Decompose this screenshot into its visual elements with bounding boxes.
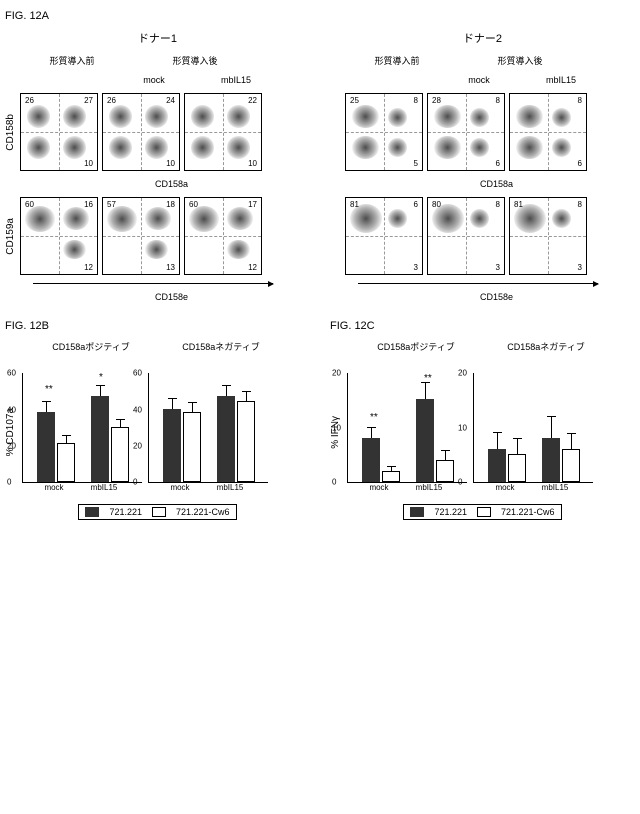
plot-d2-r1-pre: 25 8 5 [345,93,423,171]
y-cd159a: CD159a [5,218,16,255]
bar-title-neg-c: CD158aネガティブ [486,340,606,353]
plot-d2-r2-pre: 81 6 3 [345,197,423,275]
fig-12b-label: FIG. 12B [5,320,310,332]
fig-12a-label: FIG. 12A [5,10,310,22]
bar-ylabel-c: % IFNγ [330,416,341,449]
col-headers-d1: 形質導入前 形質導入後 [33,54,310,67]
scatter-row1-d2: 25 8 5 28 8 6 8 6 [330,93,635,171]
y-cd158b: CD158b [5,114,16,151]
plot-d2-r1-mock: 28 8 6 [427,93,505,171]
scatter-row2-d2: 81 6 3 80 8 3 81 8 3 [330,197,635,275]
left-panel: FIG. 12A ドナー1 形質導入前 形質導入後 mock mbIL15 CD… [5,10,310,804]
scatter-row1-d1: CD158b 26 27 10 26 24 10 [5,93,310,171]
col-mock: mock [115,75,193,85]
plot-d2-r2-mock: 80 8 3 [427,197,505,275]
swatch-filled-icon [85,507,99,517]
plot-d2-r2-mbil15: 81 8 3 [509,197,587,275]
xaxis-cd158e-d2: CD158e [358,292,635,302]
bar-chart-c-pos: 0 10 20 ** ** mockmbIL15 [347,373,467,492]
plot-d1-r2-pre: 60 16 12 [20,197,98,275]
donor1-label: ドナー1 [138,30,177,46]
swatch-open-icon [152,507,166,517]
bar-chart-c-neg: 0 10 20 mockmbIL15 [473,373,593,492]
fig-12c-label: FIG. 12C [330,320,635,332]
col-headers-d2: 形質導入前 形質導入後 [358,54,635,67]
bar-titles-c: CD158aポジティブ CD158aネガティブ [356,340,635,353]
scatter-row2-d1: CD159a 60 16 12 57 18 13 [5,197,310,275]
bar-chart-b-neg: 0 20 40 60 mockmbIL15 [148,373,268,492]
col-sub-d1: mock mbIL15 [33,75,310,85]
bar-titles-b: CD158aポジティブ CD158aネガティブ [31,340,310,353]
bar-chart-b-pos: 0 20 40 60 ** * mockmbIL15 [22,373,142,492]
xaxis-cd158a-d1: CD158a [33,179,310,189]
legend-c: 721.221 721.221-Cw6 [403,504,561,520]
col-mbil15: mbIL15 [197,75,275,85]
col-sub-d2: mock mbIL15 [358,75,635,85]
plot-d2-r1-mbil15: 8 6 [509,93,587,171]
col-post: 形質導入後 [115,54,275,67]
plot-d1-r1-mbil15: 22 10 [184,93,262,171]
xaxis-arrow-d1 [33,283,273,284]
xaxis-cd158e-d1: CD158e [33,292,310,302]
bar-title-pos-c: CD158aポジティブ [356,340,476,353]
plot-d1-r1-mock: 26 24 10 [102,93,180,171]
bar-title-neg-b: CD158aネガティブ [161,340,281,353]
xaxis-cd158a-d2: CD158a [358,179,635,189]
plot-d1-r1-pre: 26 27 10 [20,93,98,171]
bar-title-pos-b: CD158aポジティブ [31,340,151,353]
plot-d1-r2-mbil15: 60 17 12 [184,197,262,275]
swatch-open-icon [477,507,491,517]
right-panel: ドナー2 形質導入前 形質導入後 mock mbIL15 25 8 5 [330,10,635,804]
donor2-label: ドナー2 [463,30,502,46]
bar-section-c: % IFNγ 0 10 20 ** ** mockmbIL15 [330,373,635,492]
col-pre: 形質導入前 [33,54,111,67]
legend-b: 721.221 721.221-Cw6 [78,504,236,520]
swatch-filled-icon [410,507,424,517]
bar-section-b: % CD107a 0 20 40 60 ** * mockmbIL15 [5,373,310,492]
xaxis-arrow-d2 [358,283,598,284]
plot-d1-r2-mock: 57 18 13 [102,197,180,275]
